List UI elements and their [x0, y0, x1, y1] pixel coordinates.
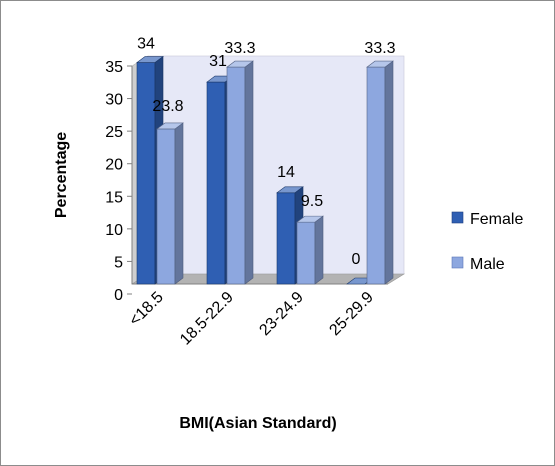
x-tick-label: <18.5: [126, 289, 167, 330]
x-axis-ticks: <18.5 18.5-22.9 23-24.9 25-29.9: [126, 289, 377, 349]
bar-male-0: [156, 122, 184, 285]
y-axis-title: Percentage: [53, 132, 70, 218]
bar-front: [226, 66, 246, 285]
data-label-female-2: 14: [277, 164, 295, 181]
legend-label-male: Male: [470, 256, 505, 273]
bars: [136, 55, 394, 285]
legend-swatch-female: [451, 211, 464, 224]
bar-front: [276, 192, 296, 285]
bar-top: [156, 122, 184, 130]
bar-side: [314, 215, 324, 285]
bar-front: [136, 62, 156, 285]
back-wall: [147, 55, 405, 275]
bar-male-1: [226, 60, 254, 285]
y-tick-label: 5: [114, 254, 123, 271]
x-tick-label: 25-29.9: [326, 289, 376, 339]
data-label-female-1: 31: [209, 53, 227, 70]
bar-male-3: [366, 60, 394, 285]
legend-swatch-male: [451, 256, 464, 269]
bar-front: [366, 66, 386, 285]
bar-front: [296, 221, 316, 285]
y-tick-label: 0: [114, 287, 123, 304]
bar-top: [226, 60, 254, 68]
bar-male-2: [296, 215, 324, 285]
bar-front: [156, 128, 176, 285]
data-label-male-2: 9.5: [301, 193, 323, 210]
y-axis-ticks: 0 5 10 15 20 25 30 35: [105, 59, 132, 304]
data-label-male-3: 33.3: [364, 40, 395, 57]
data-label-female-0: 34: [137, 36, 155, 53]
legend: Female Male: [451, 211, 523, 273]
bar-top: [296, 215, 324, 223]
data-label-male-1: 33.3: [224, 40, 255, 57]
data-label-male-0: 23.8: [152, 98, 183, 115]
y-tick-label: 25: [105, 124, 123, 141]
data-label-female-3: 0: [352, 251, 361, 268]
x-axis-title: BMI(Asian Standard): [179, 415, 336, 432]
y-tick-label: 30: [105, 92, 123, 109]
x-tick-label: 18.5-22.9: [177, 289, 237, 349]
bar-top: [276, 186, 304, 194]
y-tick-label: 10: [105, 222, 123, 239]
bar-side: [384, 60, 394, 285]
bar-side: [174, 122, 184, 285]
bar-top: [136, 56, 164, 63]
y-tick-label: 20: [105, 157, 123, 174]
bar-side: [244, 60, 254, 285]
y-tick-label: 15: [105, 189, 123, 206]
bar-front: [206, 81, 226, 285]
bar-top: [366, 60, 394, 68]
legend-label-female: Female: [470, 211, 523, 228]
y-tick-label: 35: [105, 59, 123, 76]
x-tick-label: 23-24.9: [256, 289, 306, 339]
